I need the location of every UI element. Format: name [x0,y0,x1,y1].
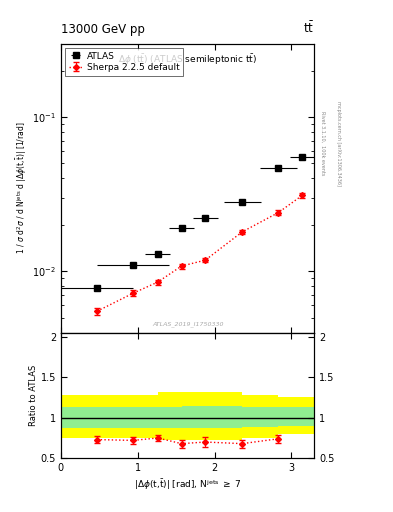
Text: mcplots.cern.ch [arXiv:1306.3436]: mcplots.cern.ch [arXiv:1306.3436] [336,101,341,186]
Text: $\rm t\bar{t}$: $\rm t\bar{t}$ [303,20,314,36]
Text: ATLAS_2019_I1750330: ATLAS_2019_I1750330 [152,321,223,327]
Text: Rivet 3.1.10,  100k events: Rivet 3.1.10, 100k events [320,111,325,176]
Text: 13000 GeV pp: 13000 GeV pp [61,23,145,36]
Y-axis label: 1 / $\sigma$ d$^2\sigma$ / d N$^{\rm jets}$ d |$\Delta\phi$(t,$\bar{\rm t}$)| [1: 1 / $\sigma$ d$^2\sigma$ / d N$^{\rm jet… [15,122,29,254]
Y-axis label: Ratio to ATLAS: Ratio to ATLAS [29,365,38,426]
Text: $\Delta\phi$ (t$\bar{\rm t}$) (ATLAS semileptonic t$\bar{\rm t}$): $\Delta\phi$ (t$\bar{\rm t}$) (ATLAS sem… [118,52,257,67]
X-axis label: |$\Delta\phi$(t,$\bar{\rm t}$)| [rad], N$^{\rm jets}$ $\geq$ 7: |$\Delta\phi$(t,$\bar{\rm t}$)| [rad], N… [134,477,242,492]
Legend: ATLAS, Sherpa 2.2.5 default: ATLAS, Sherpa 2.2.5 default [65,48,184,75]
